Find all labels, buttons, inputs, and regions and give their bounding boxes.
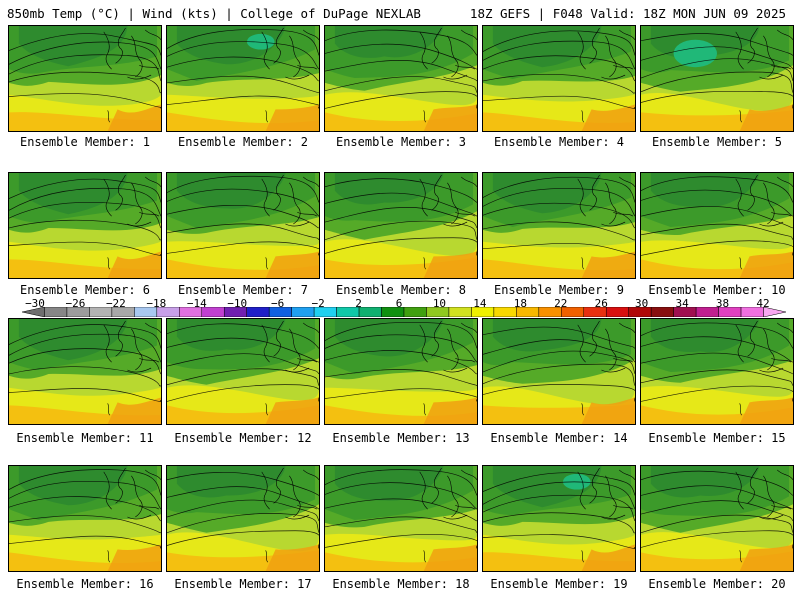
ensemble-member-label: Ensemble Member: 11 xyxy=(16,431,154,445)
ensemble-member-label: Ensemble Member: 7 xyxy=(177,283,309,297)
ensemble-member-label: Ensemble Member: 6 xyxy=(19,283,151,297)
colorbar-tick-label: 6 xyxy=(395,297,403,310)
ensemble-member-map xyxy=(482,465,636,572)
colorbar-tick-label: 22 xyxy=(554,297,568,310)
colorbar-swatch xyxy=(448,307,472,317)
colorbar-swatch xyxy=(605,307,629,317)
model-run-title: 18Z GEFS | F048 Valid: 18Z MON JUN 09 20… xyxy=(469,6,786,21)
ensemble-member-map xyxy=(324,465,478,572)
ensemble-member-map xyxy=(482,25,636,132)
temperature-colorbar xyxy=(22,307,786,317)
ensemble-member-label: Ensemble Member: 2 xyxy=(177,135,309,149)
colorbar-swatch xyxy=(650,307,674,317)
colorbar-tick-label: 26 xyxy=(594,297,608,310)
ensemble-member-map xyxy=(324,318,478,425)
ensemble-member-label: Ensemble Member: 4 xyxy=(493,135,625,149)
colorbar-tick-label: 38 xyxy=(715,297,730,310)
colorbar-tick-label: −14 xyxy=(186,297,207,310)
colorbar-tick-label: 2 xyxy=(355,297,362,310)
ensemble-member-label: Ensemble Member: 10 xyxy=(648,283,786,297)
colorbar-swatch xyxy=(763,307,786,317)
ensemble-member-map xyxy=(166,465,320,572)
ensemble-member-map xyxy=(8,318,162,425)
ensemble-member-label: Ensemble Member: 19 xyxy=(490,577,628,591)
colorbar-tick-label: 42 xyxy=(756,297,770,310)
colorbar-tick-label: −26 xyxy=(65,297,86,310)
colorbar-swatch xyxy=(44,307,68,317)
ensemble-member-label: Ensemble Member: 16 xyxy=(16,577,154,591)
colorbar-tick-label: 10 xyxy=(432,297,447,310)
ensemble-member-map xyxy=(8,25,162,132)
ensemble-member-map xyxy=(166,25,320,132)
ensemble-member-map xyxy=(8,465,162,572)
colorbar-tick-label: −18 xyxy=(146,297,167,310)
ensemble-member-map xyxy=(482,318,636,425)
ensemble-member-label: Ensemble Member: 8 xyxy=(335,283,467,297)
ensemble-member-label: Ensemble Member: 20 xyxy=(648,577,786,591)
colorbar-tick-label: 14 xyxy=(473,297,487,310)
colorbar-tick-label: −2 xyxy=(311,297,325,310)
ensemble-member-map xyxy=(640,25,794,132)
ensemble-member-map xyxy=(324,25,478,132)
ensemble-member-label: Ensemble Member: 18 xyxy=(332,577,470,591)
ensemble-member-label: Ensemble Member: 1 xyxy=(19,135,151,149)
colorbar-tick-label: −6 xyxy=(271,297,285,310)
colorbar-tick-label: −10 xyxy=(227,297,248,310)
ensemble-member-label: Ensemble Member: 14 xyxy=(490,431,628,445)
colorbar-swatch xyxy=(403,307,427,317)
colorbar-swatch xyxy=(358,307,382,317)
colorbar-tick-label: −30 xyxy=(25,297,45,310)
ensemble-member-map xyxy=(640,172,794,279)
ensemble-member-map xyxy=(324,172,478,279)
ensemble-member-map xyxy=(166,318,320,425)
colorbar-tick-label: −22 xyxy=(105,297,126,310)
ensemble-member-label: Ensemble Member: 15 xyxy=(648,431,786,445)
map-title: 850mb Temp (°C) | Wind (kts) | College o… xyxy=(7,6,421,21)
colorbar-tick-label: 34 xyxy=(675,297,689,310)
ensemble-member-label: Ensemble Member: 13 xyxy=(332,431,470,445)
ensemble-member-map xyxy=(8,172,162,279)
ensemble-member-label: Ensemble Member: 9 xyxy=(493,283,625,297)
colorbar-tick-label: 18 xyxy=(513,297,527,310)
ensemble-member-label: Ensemble Member: 12 xyxy=(174,431,312,445)
ensemble-member-map xyxy=(640,318,794,425)
ensemble-member-label: Ensemble Member: 17 xyxy=(174,577,312,591)
ensemble-member-map xyxy=(482,172,636,279)
colorbar-swatch xyxy=(246,307,270,317)
colorbar-tick-label: 30 xyxy=(635,297,649,310)
ensemble-member-map xyxy=(640,465,794,572)
ensemble-member-label: Ensemble Member: 3 xyxy=(335,135,467,149)
ensemble-member-map xyxy=(166,172,320,279)
ensemble-member-label: Ensemble Member: 5 xyxy=(651,135,783,149)
